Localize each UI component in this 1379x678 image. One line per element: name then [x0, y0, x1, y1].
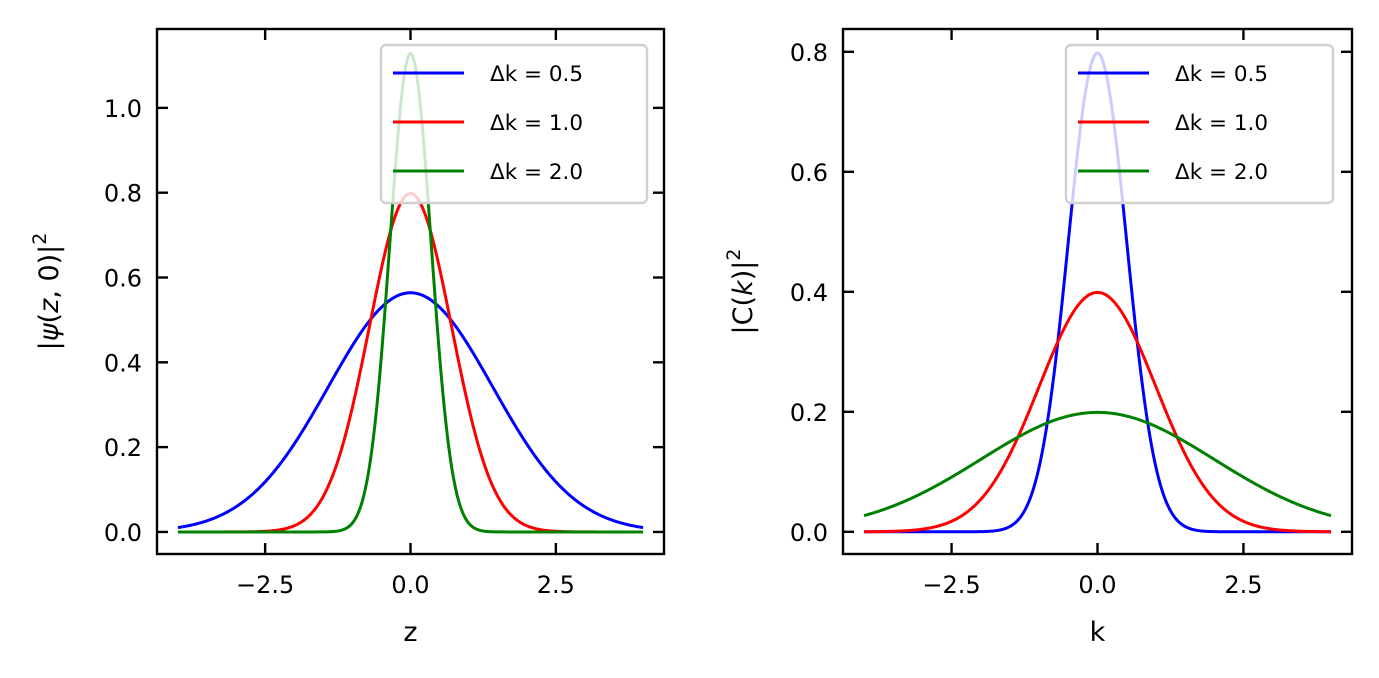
- y-label-part: ψ: [34, 322, 65, 341]
- legend-label-0: Δk = 0.5: [1175, 62, 1268, 87]
- series-line-2: [863, 410, 1332, 518]
- y-tick-label: 0.6: [104, 265, 142, 293]
- y-tick-label: 0.2: [104, 434, 142, 462]
- y-tick-label: 0.8: [790, 39, 828, 67]
- y-label-part: |: [728, 325, 759, 334]
- legend: Δk = 0.5 Δk = 1.0 Δk = 2.0: [1064, 43, 1335, 205]
- axes-frame: [841, 27, 1354, 556]
- y-tick-label: 0.2: [790, 399, 828, 427]
- series-line-1: [863, 290, 1332, 534]
- y-label-part: k: [728, 279, 759, 296]
- right-axes: −2.5 0.0 2.50.00.20.40.60.8k|C(k)|2Δk = 0.…: [723, 27, 1354, 648]
- y-tick-label: 0.6: [790, 159, 828, 187]
- legend: Δk = 0.5 Δk = 1.0 Δk = 2.0: [379, 43, 649, 205]
- x-tick-label: −2.5: [236, 571, 294, 599]
- y-axis-label: |C(k)|2: [723, 249, 759, 335]
- x-tick-label: 0.0: [1078, 571, 1116, 599]
- y-label-part: , 0)|: [34, 245, 65, 299]
- legend-label-1: Δk = 1.0: [1175, 111, 1268, 136]
- series-line-0: [177, 291, 644, 530]
- x-tick-label: 2.5: [537, 571, 575, 599]
- series-line-1: [177, 192, 644, 534]
- y-tick-label: 0.0: [104, 519, 142, 547]
- y-label-superscript: 2: [723, 249, 745, 261]
- x-axis-label: k: [1090, 617, 1106, 648]
- y-tick-label: 0.0: [790, 519, 828, 547]
- y-label-part: C: [728, 306, 759, 325]
- legend-box: [1064, 43, 1335, 205]
- y-tick-label: 0.8: [104, 180, 142, 208]
- y-label-part: (: [728, 296, 759, 307]
- legend-label-0: Δk = 0.5: [490, 62, 583, 87]
- y-label-part: |: [34, 341, 65, 350]
- x-axis-label: z: [403, 617, 417, 648]
- y-label-part: z: [34, 298, 65, 314]
- y-tick-label: 1.0: [104, 95, 142, 123]
- y-tick-label: 0.4: [104, 349, 142, 377]
- axes-frame: [155, 27, 666, 556]
- left-axes: −2.5 0.0 2.50.00.20.40.60.81.0z|ψ(z, 0)|2Δ…: [29, 27, 666, 648]
- legend-label-1: Δk = 1.0: [490, 111, 583, 136]
- legend-label-2: Δk = 2.0: [1175, 160, 1268, 185]
- legend-box: [379, 43, 649, 205]
- y-label-part: )|: [728, 261, 759, 281]
- legend-label-2: Δk = 2.0: [490, 160, 583, 185]
- x-tick-label: −2.5: [922, 571, 980, 599]
- y-axis-label: |ψ(z, 0)|2: [29, 233, 65, 351]
- y-tick-label: 0.4: [790, 279, 828, 307]
- y-label-superscript: 2: [29, 233, 51, 245]
- x-tick-label: 2.5: [1224, 571, 1262, 599]
- y-label-part: (: [34, 313, 65, 324]
- x-tick-label: 0.0: [391, 571, 429, 599]
